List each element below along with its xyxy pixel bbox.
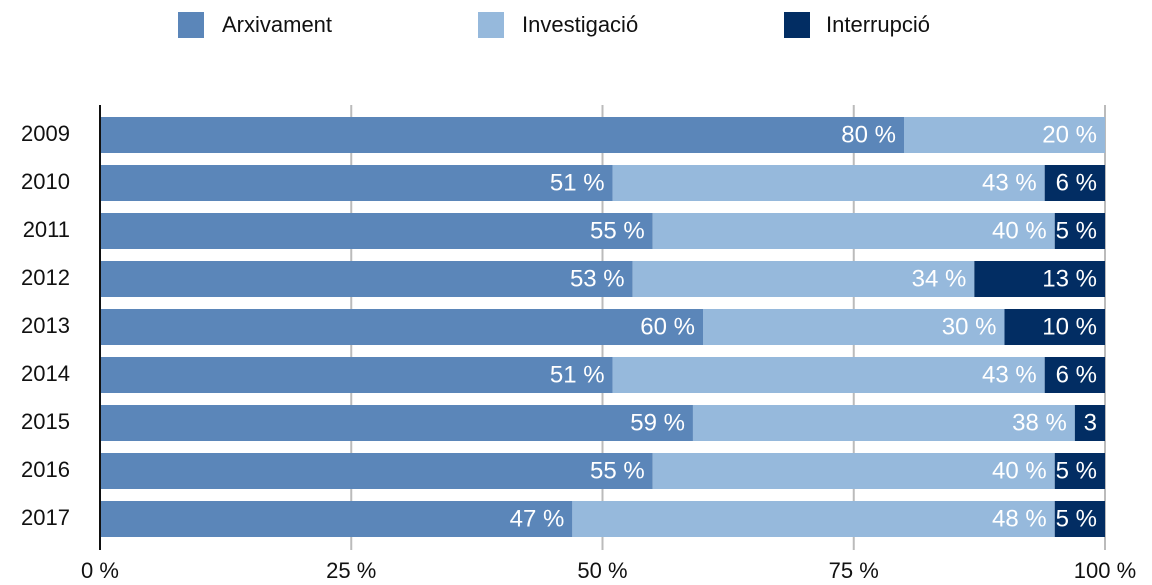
- value-label: 38 %: [1012, 409, 1067, 436]
- y-tick-label: 2017: [21, 505, 70, 530]
- bar-segment: [100, 405, 693, 441]
- value-label: 51 %: [550, 361, 605, 388]
- value-label: 30 %: [942, 313, 997, 340]
- x-tick-label: 50 %: [577, 558, 627, 583]
- value-label: 59 %: [630, 409, 685, 436]
- bar-segment: [1054, 501, 1105, 537]
- value-label: 40 %: [992, 457, 1047, 484]
- bar-segment: [612, 165, 1045, 201]
- bar-segment: [632, 261, 975, 297]
- bar-segment: [652, 453, 1055, 489]
- bar-segment: [100, 453, 653, 489]
- y-tick-label: 2013: [21, 313, 70, 338]
- bar-segment: [1074, 405, 1105, 441]
- value-label: 43 %: [982, 361, 1037, 388]
- legend-swatch: [784, 12, 810, 38]
- bar-segment: [612, 357, 1045, 393]
- bar-segment: [1044, 165, 1105, 201]
- legend-swatch: [178, 12, 204, 38]
- legend-label: Interrupció: [826, 12, 930, 37]
- x-tick-label: 0 %: [81, 558, 119, 583]
- value-label: 80 %: [841, 121, 896, 148]
- bar-segment: [100, 309, 703, 345]
- y-tick-label: 2010: [21, 169, 70, 194]
- bar-segment: [904, 117, 1105, 153]
- legend-label: Investigació: [522, 12, 638, 37]
- value-label: 47 %: [510, 505, 565, 532]
- bar-segment: [1044, 357, 1105, 393]
- bar-segment: [1054, 213, 1105, 249]
- x-tick-label: 75 %: [829, 558, 879, 583]
- bar-segment: [100, 213, 653, 249]
- value-label: 48 %: [992, 505, 1047, 532]
- y-tick-label: 2014: [21, 361, 70, 386]
- bar-segment: [1054, 453, 1105, 489]
- value-label: 51 %: [550, 169, 605, 196]
- value-label: 5 %: [1056, 457, 1097, 484]
- value-label: 60 %: [640, 313, 695, 340]
- value-label: 40 %: [992, 217, 1047, 244]
- bar-segment: [692, 405, 1075, 441]
- value-label: 5 %: [1056, 217, 1097, 244]
- value-label: 5 %: [1056, 505, 1097, 532]
- value-label: 20 %: [1042, 121, 1097, 148]
- bars: 80 % 20 % 51 % 43 % 6 % 55 % 40 % 5 % 53 % 34 % 13…: [100, 117, 1105, 537]
- y-tick-label: 2009: [21, 121, 70, 146]
- value-label: 53 %: [570, 265, 625, 292]
- y-tick-label: 2015: [21, 409, 70, 434]
- y-tick-label: 2012: [21, 265, 70, 290]
- legend-swatch: [478, 12, 504, 38]
- value-label: 55 %: [590, 457, 645, 484]
- y-tick-label: 2011: [23, 217, 70, 242]
- legend-label: Arxivament: [222, 12, 332, 37]
- bar-segment: [1004, 309, 1105, 345]
- x-tick-label: 100 %: [1074, 558, 1136, 583]
- x-tick-label: 25 %: [326, 558, 376, 583]
- value-label: 43 %: [982, 169, 1037, 196]
- bar-segment: [703, 309, 1005, 345]
- bar-segment: [652, 213, 1055, 249]
- value-label: 10 %: [1042, 313, 1097, 340]
- bar-segment: [572, 501, 1055, 537]
- bar-segment: [100, 261, 633, 297]
- value-label: 13 %: [1042, 265, 1097, 292]
- y-tick-label: 2016: [21, 457, 70, 482]
- bar-segment: [100, 117, 904, 153]
- value-label: 6 %: [1056, 361, 1097, 388]
- bar-segment: [100, 165, 613, 201]
- value-label: 55 %: [590, 217, 645, 244]
- value-label: 6 %: [1056, 169, 1097, 196]
- bar-segment: [100, 357, 613, 393]
- value-label: 3: [1084, 409, 1097, 436]
- bar-segment: [100, 501, 573, 537]
- bar-segment: [974, 261, 1105, 297]
- value-label: 34 %: [912, 265, 967, 292]
